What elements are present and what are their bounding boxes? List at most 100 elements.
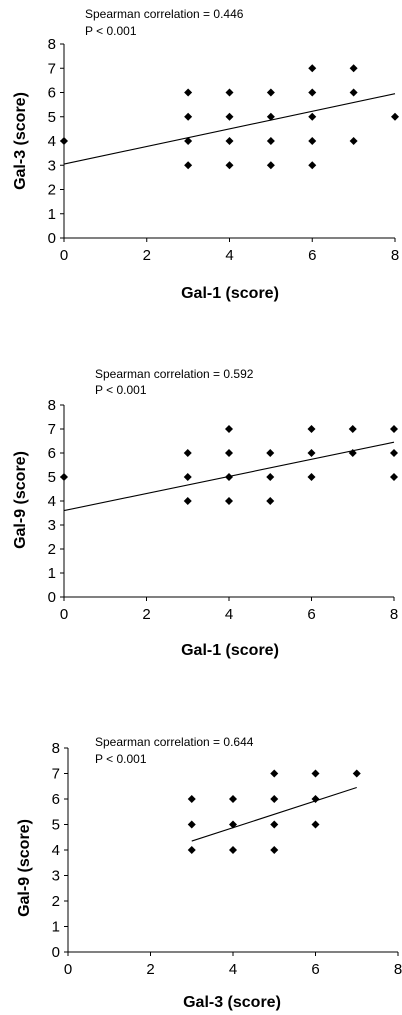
data-point <box>308 112 317 121</box>
data-point <box>187 820 196 829</box>
data-point <box>266 449 275 457</box>
x-tick-label: 4 <box>225 247 233 264</box>
data-point <box>184 161 193 170</box>
chart-annotation-pvalue: P < 0.001 <box>95 383 147 397</box>
x-axis-label: Gal-1 (score) <box>181 642 279 659</box>
data-point <box>225 161 234 170</box>
y-axis-label: Gal-9 (score) <box>12 451 29 549</box>
x-tick-label: 4 <box>229 961 237 978</box>
data-point <box>229 846 237 854</box>
data-point <box>307 473 316 481</box>
data-point <box>348 449 357 457</box>
x-tick-label: 6 <box>311 961 319 978</box>
y-tick-label: 8 <box>48 36 56 53</box>
x-tick-label: 2 <box>142 606 150 623</box>
data-point <box>311 795 320 803</box>
data-point <box>352 769 361 778</box>
data-point <box>308 161 317 170</box>
y-tick-label: 6 <box>52 791 60 808</box>
y-tick-label: 2 <box>48 182 56 199</box>
x-tick-label: 8 <box>394 961 402 978</box>
y-tick-label: 7 <box>52 766 60 783</box>
data-point <box>308 88 317 97</box>
y-tick-label: 1 <box>48 565 56 582</box>
x-tick-label: 2 <box>143 247 151 264</box>
data-point <box>225 137 234 145</box>
data-point <box>311 820 320 829</box>
y-tick-label: 2 <box>48 541 56 558</box>
x-tick-label: 0 <box>64 961 72 978</box>
data-point <box>270 769 279 778</box>
trend-line <box>63 93 396 165</box>
data-point <box>307 449 316 457</box>
chart-gal3-vs-gal9: Spearman correlation = 0.644 P < 0.001 G… <box>0 720 402 1015</box>
data-point <box>391 112 399 121</box>
data-point <box>266 497 275 505</box>
data-point <box>184 137 193 145</box>
y-tick-label: 3 <box>48 517 56 534</box>
x-tick-label: 6 <box>307 606 315 623</box>
x-axis-label: Gal-3 (score) <box>183 994 281 1011</box>
y-tick-label: 6 <box>48 85 56 102</box>
data-point <box>308 137 317 145</box>
x-tick-label: 8 <box>390 606 398 623</box>
y-tick-label: 0 <box>48 230 56 247</box>
data-point <box>390 473 398 481</box>
data-point <box>225 425 233 433</box>
data-point <box>266 137 275 145</box>
y-axis-label: Gal-3 (score) <box>12 92 29 190</box>
y-tick-label: 8 <box>48 397 56 414</box>
y-tick-label: 7 <box>48 421 56 438</box>
data-point <box>311 769 320 778</box>
y-tick-label: 7 <box>48 60 56 77</box>
y-tick-label: 5 <box>48 109 56 126</box>
data-point <box>225 473 233 481</box>
x-tick-label: 4 <box>225 606 233 623</box>
chart-annotation-correlation: Spearman correlation = 0.644 <box>95 735 254 749</box>
chart-svg: Spearman correlation = 0.446 P < 0.001 G… <box>12 7 399 302</box>
data-point <box>308 64 317 73</box>
data-point <box>225 497 233 505</box>
data-point <box>349 137 358 145</box>
data-point <box>184 112 193 121</box>
chart-gal1-vs-gal9: Spearman correlation = 0.592 P < 0.001 G… <box>0 360 402 670</box>
data-point <box>390 425 398 433</box>
chart-annotation-pvalue: P < 0.001 <box>95 752 147 766</box>
data-point <box>183 473 192 481</box>
data-point <box>270 820 279 829</box>
data-point <box>225 88 234 97</box>
data-point <box>266 112 275 121</box>
data-point <box>60 137 68 145</box>
chart-annotation-pvalue: P < 0.001 <box>85 24 137 38</box>
y-axis-label: Gal-9 (score) <box>16 819 33 917</box>
data-point <box>183 449 192 457</box>
data-point <box>184 88 193 97</box>
chart-svg: Spearman correlation = 0.644 P < 0.001 G… <box>16 735 402 1011</box>
data-point <box>349 64 358 73</box>
y-tick-label: 1 <box>48 206 56 223</box>
y-tick-label: 5 <box>48 469 56 486</box>
y-tick-label: 0 <box>52 944 60 961</box>
x-tick-label: 8 <box>391 247 399 264</box>
y-tick-label: 3 <box>52 868 60 885</box>
data-point <box>270 846 279 854</box>
data-point <box>307 425 316 433</box>
data-point <box>60 473 68 481</box>
y-tick-label: 6 <box>48 445 56 462</box>
y-tick-label: 5 <box>52 817 60 834</box>
data-point <box>229 820 237 829</box>
y-tick-label: 3 <box>48 157 56 174</box>
x-tick-label: 0 <box>60 247 68 264</box>
x-tick-label: 0 <box>60 606 68 623</box>
y-tick-label: 0 <box>48 589 56 606</box>
trend-line <box>191 787 357 842</box>
data-point <box>187 795 196 803</box>
data-point <box>225 112 234 121</box>
y-tick-label: 4 <box>48 493 56 510</box>
x-tick-label: 2 <box>146 961 154 978</box>
y-tick-label: 1 <box>52 919 60 936</box>
y-tick-label: 8 <box>52 740 60 757</box>
data-point <box>229 795 237 803</box>
data-point <box>270 795 279 803</box>
x-tick-label: 6 <box>308 247 316 264</box>
